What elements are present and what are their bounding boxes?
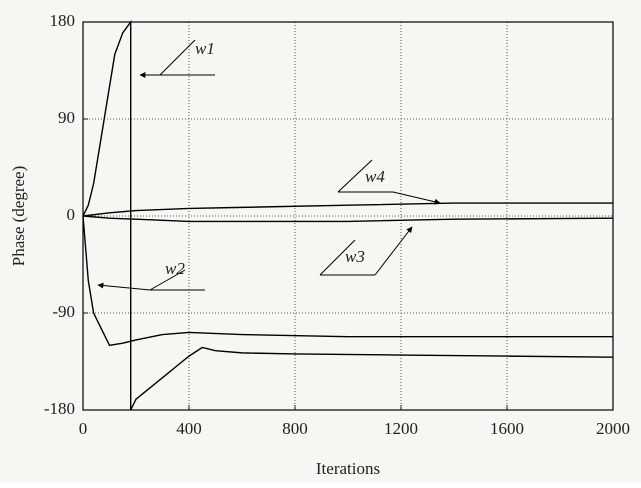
x-tick-label: 0 [79, 419, 88, 438]
y-tick-label: 180 [50, 11, 76, 30]
y-tick-label: -90 [52, 302, 75, 321]
x-axis-label: Iterations [316, 459, 380, 478]
y-tick-label: -180 [44, 399, 75, 418]
y-tick-label: 0 [67, 205, 76, 224]
x-tick-label: 2000 [596, 419, 630, 438]
series-label: w3 [345, 247, 365, 266]
series-label: w1 [195, 39, 215, 58]
y-tick-label: 90 [58, 108, 75, 127]
x-tick-label: 1200 [384, 419, 418, 438]
y-axis-label: Phase (degree) [9, 166, 28, 267]
x-tick-label: 1600 [490, 419, 524, 438]
series-label: w2 [165, 259, 185, 278]
series-label: w4 [365, 167, 385, 186]
x-tick-label: 800 [282, 419, 308, 438]
x-tick-label: 400 [176, 419, 202, 438]
chart: Iterations Phase (degree) 0 400 800 1200 160… [0, 0, 641, 483]
